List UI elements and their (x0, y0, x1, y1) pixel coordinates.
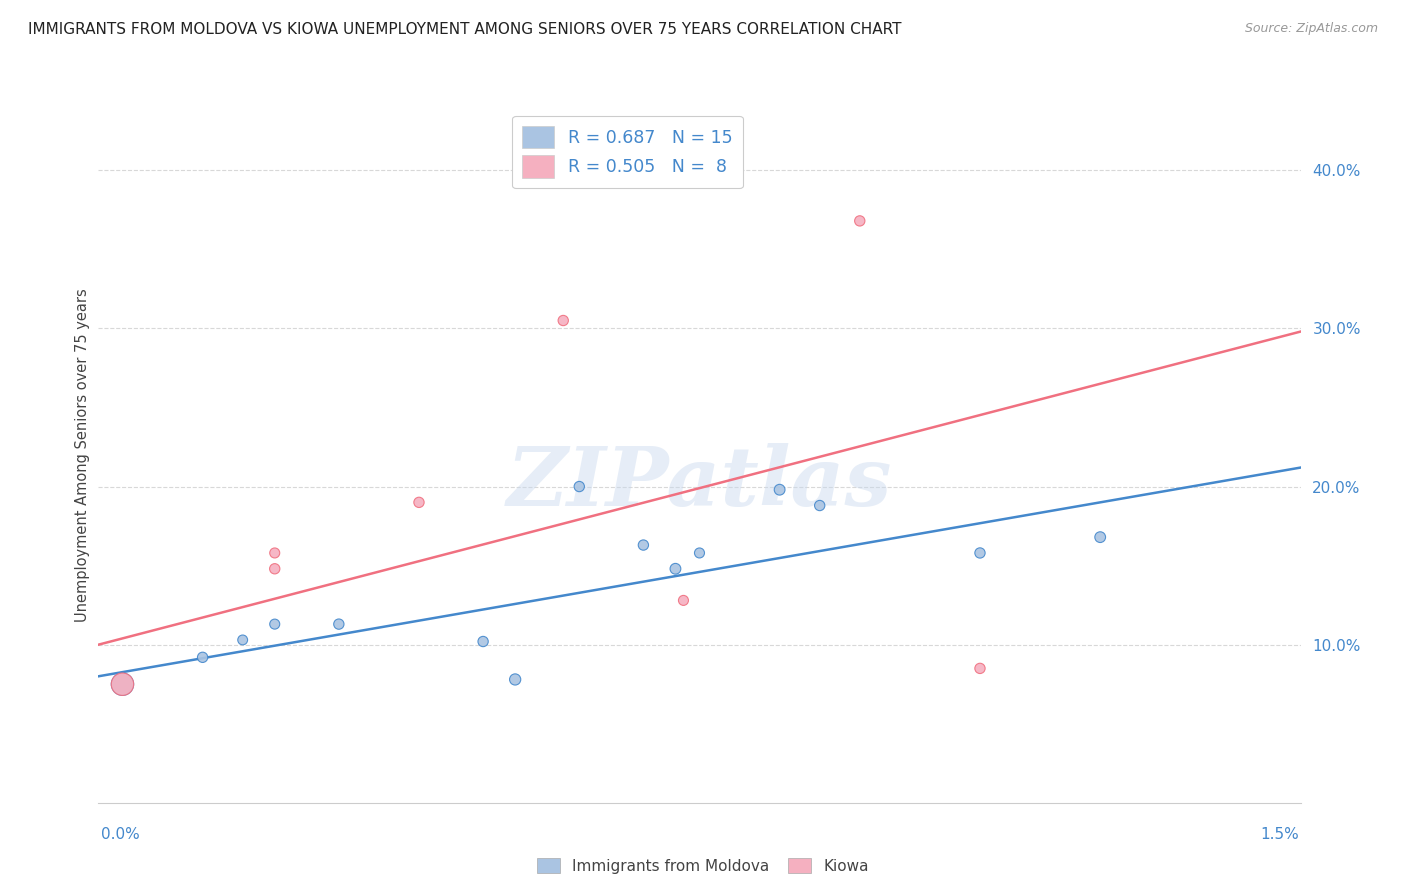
Point (688, 546, 710, 560)
Point (263, 546, 285, 560)
Y-axis label: Unemployment Among Seniors over 75 years: Unemployment Among Seniors over 75 years (75, 288, 90, 622)
Point (664, 562, 686, 576)
Point (111, 677, 134, 691)
Point (633, 538, 655, 552)
Point (969, 661, 991, 675)
Point (111, 677, 134, 691)
Text: Source: ZipAtlas.com: Source: ZipAtlas.com (1244, 22, 1378, 36)
Point (503, 673, 526, 687)
Point (969, 546, 991, 560)
Point (263, 617, 285, 632)
Point (808, 499, 831, 513)
Text: ZIPatlas: ZIPatlas (506, 442, 893, 523)
Point (1090, 530, 1112, 544)
Point (553, 313, 575, 327)
Point (849, 214, 872, 228)
Point (568, 479, 591, 493)
Point (232, 632, 254, 647)
Point (328, 617, 350, 632)
Point (768, 483, 790, 497)
Point (191, 650, 214, 665)
Legend: R = 0.687   N = 15, R = 0.505   N =  8: R = 0.687 N = 15, R = 0.505 N = 8 (512, 116, 742, 188)
Text: 1.5%: 1.5% (1260, 827, 1299, 841)
Legend: Immigrants from Moldova, Kiowa: Immigrants from Moldova, Kiowa (531, 852, 875, 880)
Point (263, 562, 285, 576)
Point (408, 495, 430, 509)
Text: IMMIGRANTS FROM MOLDOVA VS KIOWA UNEMPLOYMENT AMONG SENIORS OVER 75 YEARS CORREL: IMMIGRANTS FROM MOLDOVA VS KIOWA UNEMPLO… (28, 22, 901, 37)
Text: 0.0%: 0.0% (101, 827, 141, 841)
Point (672, 593, 695, 607)
Point (472, 634, 495, 648)
